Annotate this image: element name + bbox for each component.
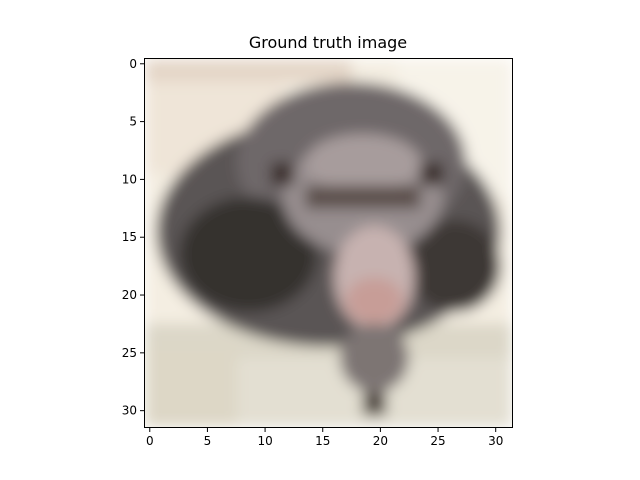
x-axis: 0 5 10 15 20 25 30 — [146, 428, 503, 448]
x-tick-label: 10 — [257, 434, 272, 448]
x-tick-label: 0 — [146, 434, 154, 448]
x-tick-label: 5 — [204, 434, 212, 448]
chimpanzee-image — [145, 59, 512, 427]
x-tick-label: 25 — [430, 434, 445, 448]
y-tick-label: 30 — [122, 404, 137, 418]
y-tick-label: 0 — [129, 57, 137, 71]
figure-title: Ground truth image — [248, 33, 408, 52]
y-tick-label: 15 — [122, 230, 137, 244]
ground-truth-image — [144, 58, 513, 428]
x-tick-label: 20 — [373, 434, 388, 448]
y-tick-label: 5 — [129, 115, 137, 129]
y-tick-label: 20 — [122, 288, 137, 302]
y-tick-label: 10 — [122, 172, 137, 186]
x-tick-label: 15 — [315, 434, 330, 448]
x-tick-label: 30 — [488, 434, 503, 448]
y-axis: 0 5 10 15 20 25 30 — [122, 57, 144, 418]
y-tick-label: 25 — [122, 346, 137, 360]
